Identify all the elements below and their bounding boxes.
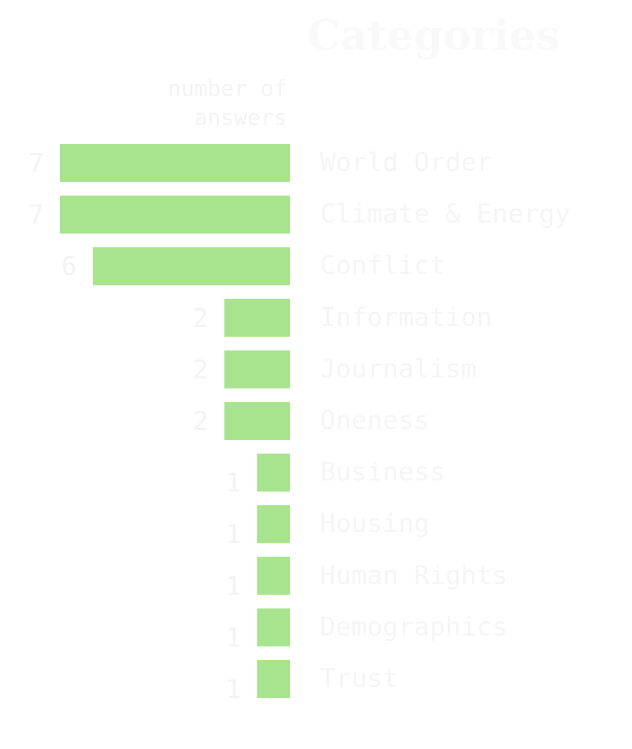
axis-label-line-2: answers	[194, 106, 287, 131]
category-label-5: Oneness	[320, 406, 430, 436]
category-label-2: Conflict	[320, 251, 445, 281]
value-label-1: 7	[28, 201, 44, 231]
value-label-4: 2	[193, 355, 209, 385]
category-label-3: Information	[320, 303, 492, 333]
bar-6	[257, 453, 290, 492]
value-label-10: 1	[225, 675, 241, 705]
category-label-7: Housing	[320, 509, 430, 539]
value-label-6: 1	[225, 469, 241, 499]
category-labels-group: World Order Climate & Energy Conflict Infor…	[320, 148, 570, 694]
bars-group	[60, 144, 291, 698]
bar-4	[224, 350, 290, 389]
category-label-6: Business	[320, 458, 445, 488]
value-label-7: 1	[225, 520, 241, 550]
bar-5	[224, 402, 290, 440]
bar-3	[224, 298, 290, 337]
category-label-1: Climate & Energy	[320, 200, 570, 230]
category-label-0: World Order	[320, 148, 492, 178]
chart-title: Categories	[307, 11, 560, 60]
category-label-10: Trust	[320, 664, 398, 694]
category-label-8: Human Rights	[320, 561, 508, 591]
bar-10	[257, 660, 290, 698]
bar-8	[257, 556, 290, 595]
category-label-4: Journalism	[320, 354, 477, 384]
value-label-8: 1	[225, 572, 241, 602]
bar-0	[60, 144, 290, 182]
axis-label-line-1: number of	[168, 77, 287, 102]
value-label-3: 2	[193, 304, 209, 334]
value-label-2: 6	[61, 252, 77, 282]
bar-1	[60, 195, 290, 234]
bar-7	[257, 505, 290, 544]
bar-2	[92, 247, 291, 286]
value-label-9: 1	[225, 623, 241, 653]
value-label-5: 2	[193, 407, 209, 437]
category-label-9: Demographics	[320, 612, 508, 642]
bar-9	[257, 608, 290, 647]
value-label-0: 7	[28, 149, 44, 179]
